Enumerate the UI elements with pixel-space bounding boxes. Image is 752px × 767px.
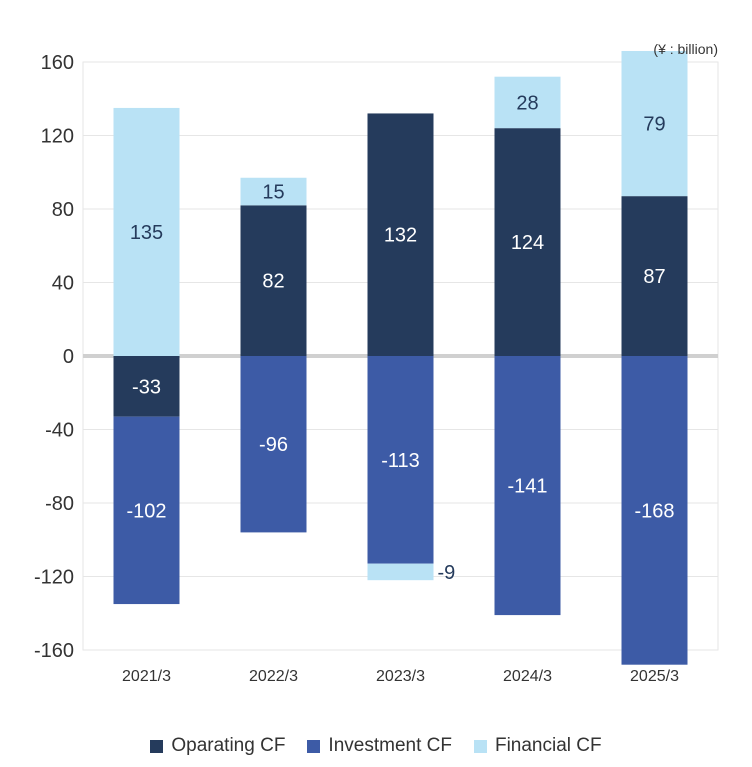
x-tick-label: 2024/3 — [503, 668, 552, 685]
data-label: -96 — [259, 434, 288, 456]
bar-segment — [367, 113, 434, 356]
bar-segment — [621, 356, 688, 665]
data-label: 82 — [262, 271, 284, 293]
bar-segment — [494, 128, 561, 356]
bar-segment — [494, 356, 561, 616]
data-label: -33 — [132, 376, 161, 398]
legend-label: Investment CF — [328, 735, 452, 756]
legend-swatch — [307, 739, 321, 753]
x-tick-label: 2023/3 — [376, 668, 425, 685]
bar-segment — [367, 356, 434, 564]
bar-segment — [367, 563, 434, 581]
bar-segment — [240, 177, 307, 206]
data-label: -9 — [438, 562, 456, 584]
x-tick-label: 2021/3 — [122, 668, 171, 685]
data-label: -102 — [126, 500, 166, 522]
y-tick-label: -40 — [45, 420, 74, 442]
data-label: 87 — [643, 266, 665, 288]
legend-item: Oparating CF — [150, 735, 285, 757]
legend-label: Oparating CF — [171, 735, 286, 756]
legend-swatch — [150, 739, 164, 753]
bar-segment — [494, 76, 561, 129]
legend-label: Financial CF — [494, 735, 602, 756]
y-tick-label: 80 — [52, 199, 74, 221]
y-tick-label: -80 — [45, 493, 74, 515]
legend: Oparating CF Investment CF Financial CF — [0, 735, 752, 757]
y-tick-label: 40 — [52, 273, 74, 295]
data-label: 135 — [130, 222, 163, 244]
data-label: -168 — [634, 500, 674, 522]
data-label: -141 — [507, 476, 547, 498]
x-axis: 2021/3 2022/3 2023/3 2024/3 2025/3 — [122, 668, 679, 685]
x-tick-label: 2025/3 — [630, 668, 679, 685]
data-label: 132 — [384, 225, 417, 247]
bar-segment — [113, 356, 180, 417]
data-labels: -33 -102 135 82 -96 15 132 -113 -9 124 -141 28 87 -16… — [126, 92, 674, 583]
y-tick-label: -160 — [34, 640, 74, 662]
data-label: 28 — [516, 92, 538, 114]
bar-segment — [621, 50, 688, 197]
bars — [113, 50, 688, 665]
unit-label: (¥ : billion) — [653, 41, 718, 57]
y-tick-label: 0 — [63, 346, 74, 368]
bar-segment — [113, 107, 180, 356]
data-label: 124 — [511, 232, 544, 254]
legend-swatch — [473, 739, 487, 753]
data-label: -113 — [381, 450, 420, 472]
bar-segment — [113, 416, 180, 605]
bar-segment — [240, 356, 307, 533]
y-axis: 160 120 80 40 0 -40 -80 -120 -160 — [34, 52, 74, 662]
cash-flow-chart: 160 120 80 40 0 -40 -80 -120 -160 -33 -102 135 82 -9… — [34, 41, 719, 685]
x-tick-label: 2022/3 — [249, 668, 298, 685]
legend-item: Financial CF — [473, 735, 602, 757]
bar-segment — [240, 205, 307, 356]
legend-item: Investment CF — [307, 735, 452, 757]
y-tick-label: 160 — [41, 52, 74, 74]
data-label: 79 — [643, 114, 665, 136]
y-tick-label: 120 — [41, 126, 74, 148]
y-tick-label: -120 — [34, 567, 74, 589]
bar-segment — [621, 196, 688, 356]
data-label: 15 — [262, 182, 284, 204]
